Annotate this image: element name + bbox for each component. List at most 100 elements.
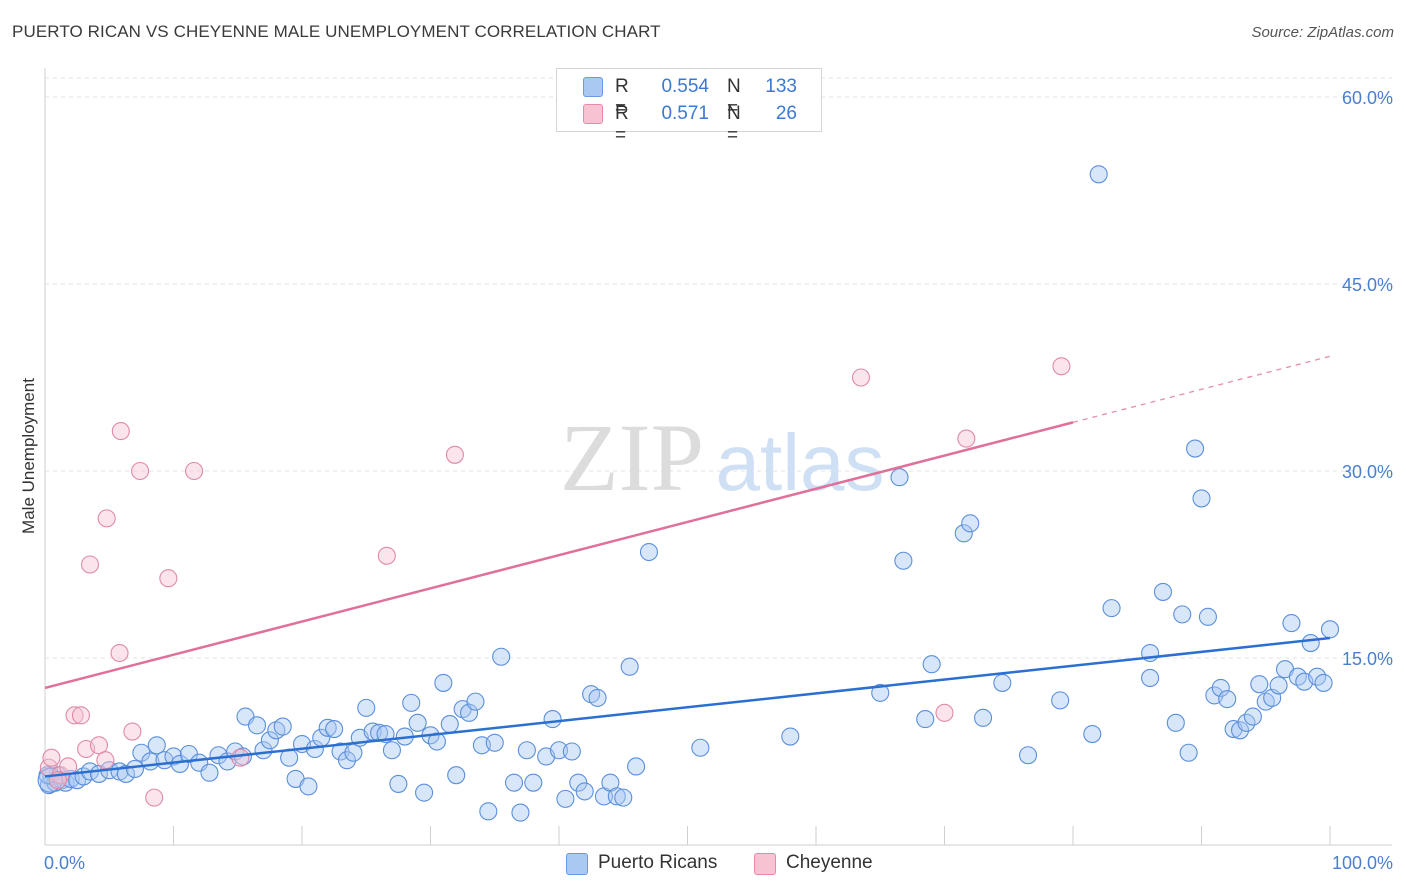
- data-point-puerto-ricans: [337, 751, 357, 770]
- data-point-puerto-ricans: [1198, 607, 1217, 626]
- trend-line-cheyenne: [44, 421, 1074, 690]
- chart-title: PUERTO RICAN VS CHEYENNE MALE UNEMPLOYME…: [12, 22, 661, 41]
- data-point-puerto-ricans: [954, 524, 973, 543]
- data-point-puerto-ricans: [588, 688, 607, 707]
- x-tick-label: 0.0%: [44, 853, 85, 873]
- data-point-cheyenne: [97, 509, 116, 528]
- data-point-puerto-ricans: [575, 782, 594, 801]
- data-point-cheyenne: [935, 703, 954, 722]
- x-tick-label: 100.0%: [1332, 853, 1393, 873]
- data-point-cheyenne: [1052, 357, 1071, 376]
- data-point-puerto-ricans: [485, 733, 504, 752]
- data-point-puerto-ricans: [434, 673, 453, 692]
- data-point-puerto-ricans: [1314, 673, 1333, 692]
- bottom-legend-label: Puerto Ricans: [598, 852, 718, 873]
- data-point-puerto-ricans: [627, 757, 646, 776]
- data-point-cheyenne: [111, 422, 130, 441]
- tick-labels: 15.0% 30.0% 45.0% 60.0% 0.0% 100.0%: [44, 88, 1393, 873]
- data-point-cheyenne: [159, 569, 178, 588]
- data-point-puerto-ricans: [1320, 620, 1340, 639]
- data-point-puerto-ricans: [116, 764, 136, 783]
- data-point-puerto-ricans: [318, 718, 337, 737]
- series-puerto-ricans: [37, 165, 1340, 822]
- data-point-puerto-ricans: [1089, 165, 1108, 184]
- legend-n-value: 26: [775, 103, 797, 124]
- data-point-puerto-ricans: [961, 514, 980, 533]
- data-point-puerto-ricans: [543, 710, 562, 729]
- data-point-cheyenne: [80, 555, 100, 574]
- data-point-puerto-ricans: [1141, 668, 1160, 687]
- y-tick-label: 60.0%: [1342, 88, 1393, 108]
- data-point-puerto-ricans: [466, 692, 485, 711]
- data-point-puerto-ricans: [620, 657, 639, 676]
- data-point-cheyenne: [145, 788, 164, 807]
- data-point-puerto-ricans: [890, 468, 909, 487]
- y-tick-label: 15.0%: [1342, 649, 1393, 669]
- data-point-puerto-ricans: [639, 542, 659, 562]
- source-label: Source: ZipAtlas.com: [1251, 24, 1394, 41]
- y-tick-label: 45.0%: [1342, 275, 1393, 295]
- legend-n-value: 133: [765, 76, 797, 97]
- data-point-puerto-ricans: [1269, 676, 1288, 695]
- data-point-cheyenne: [445, 445, 464, 464]
- data-point-puerto-ricans: [607, 787, 626, 806]
- legend-r-value: 0.554: [661, 76, 709, 97]
- data-point-puerto-ricans: [993, 673, 1012, 692]
- data-point-puerto-ricans: [1243, 707, 1262, 726]
- data-point-puerto-ricans: [549, 741, 569, 760]
- trend-lines: [44, 355, 1331, 778]
- data-point-cheyenne: [123, 722, 142, 741]
- watermark: ZIP atlas: [560, 404, 884, 511]
- data-point-puerto-ricans: [1166, 713, 1185, 732]
- series-cheyenne: [39, 357, 1071, 807]
- data-point-puerto-ricans: [517, 741, 536, 760]
- legend-r-value: 0.571: [661, 103, 709, 124]
- data-point-puerto-ricans: [1083, 724, 1102, 744]
- axes: [44, 68, 1392, 846]
- data-point-cheyenne: [89, 736, 109, 755]
- data-point-puerto-ricans: [247, 716, 267, 735]
- data-point-puerto-ricans: [1173, 605, 1192, 624]
- data-point-puerto-ricans: [325, 720, 344, 739]
- data-point-puerto-ricans: [973, 708, 993, 727]
- data-point-puerto-ricans: [922, 655, 941, 674]
- legend-r-label: R =: [615, 103, 629, 146]
- data-point-cheyenne: [957, 429, 976, 448]
- data-point-cheyenne: [851, 368, 871, 387]
- data-point-puerto-ricans: [1018, 746, 1038, 765]
- trend-line-puerto-ricans: [44, 636, 1331, 778]
- data-point-puerto-ricans: [511, 803, 530, 822]
- data-point-puerto-ricans: [1192, 489, 1211, 508]
- data-point-puerto-ricans: [299, 777, 318, 796]
- data-point-puerto-ricans: [562, 742, 581, 761]
- data-point-puerto-ricans: [1102, 599, 1121, 618]
- data-point-cheyenne: [231, 748, 250, 767]
- bottom-legend-swatch-puerto-ricans: [566, 853, 588, 875]
- data-point-puerto-ricans: [200, 763, 219, 782]
- data-point-puerto-ricans: [382, 741, 402, 760]
- data-point-puerto-ricans: [894, 551, 913, 570]
- data-point-puerto-ricans: [125, 759, 144, 779]
- data-point-puerto-ricans: [871, 683, 890, 702]
- data-point-cheyenne: [96, 751, 115, 770]
- data-point-puerto-ricans: [479, 802, 498, 821]
- data-point-cheyenne: [42, 748, 61, 767]
- data-point-puerto-ricans: [389, 774, 408, 793]
- data-point-puerto-ricans: [402, 693, 421, 712]
- legend: R = 0.554 N = 133 R = 0.571 N = 26: [556, 68, 822, 146]
- data-point-puerto-ricans: [164, 747, 183, 766]
- data-point-puerto-ricans: [459, 703, 479, 722]
- data-point-cheyenne: [185, 461, 204, 481]
- data-point-puerto-ricans: [1250, 675, 1269, 694]
- data-point-puerto-ricans: [357, 698, 376, 717]
- data-point-puerto-ricans: [147, 736, 166, 755]
- data-point-puerto-ricans: [492, 647, 511, 666]
- data-point-cheyenne: [110, 643, 129, 663]
- y-tick-label: 30.0%: [1342, 462, 1393, 482]
- data-point-puerto-ricans: [614, 788, 633, 807]
- data-point-cheyenne: [71, 706, 91, 725]
- data-point-puerto-ricans: [447, 766, 466, 785]
- data-point-puerto-ricans: [1153, 582, 1172, 601]
- data-point-puerto-ricans: [781, 727, 800, 746]
